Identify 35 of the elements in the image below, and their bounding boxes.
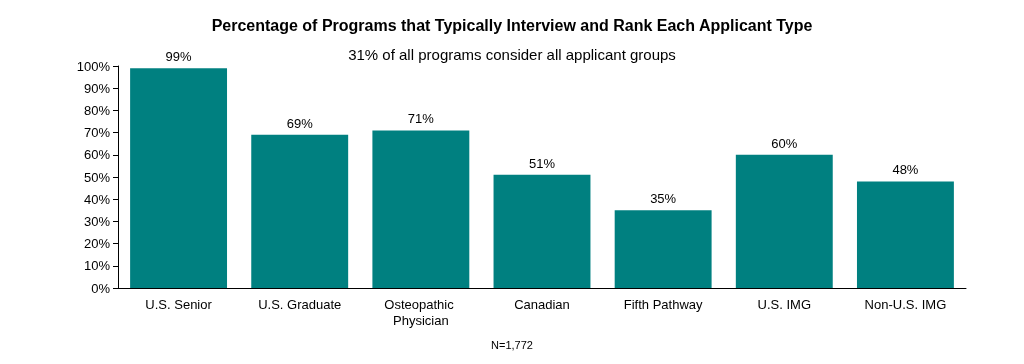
text: N=1,772 <box>491 338 533 351</box>
y-tick-label: 80% <box>83 102 111 118</box>
data-label: 60% <box>771 135 798 151</box>
bar <box>251 134 349 288</box>
bar <box>130 68 228 288</box>
x-tick-label: U.S. IMG <box>757 296 812 312</box>
y-tick-label: 30% <box>83 213 111 229</box>
data-label: 51% <box>528 155 556 171</box>
data-label: 71% <box>407 111 435 127</box>
bar <box>372 130 470 288</box>
bar <box>493 174 591 288</box>
y-tick-label: 40% <box>83 191 111 207</box>
x-tick-label: Osteopathic Physician <box>384 296 458 328</box>
bar <box>614 210 712 288</box>
y-tick-label: 50% <box>83 169 111 185</box>
data-label: 35% <box>650 191 677 207</box>
x-tick-label: Fifth Pathway <box>623 296 704 312</box>
y-tick-label: 100% <box>76 58 111 74</box>
data-label: 99% <box>165 49 193 65</box>
y-tick-label: 20% <box>83 236 111 252</box>
y-tick-label: 70% <box>83 125 111 141</box>
bar <box>735 154 833 288</box>
chart-subtitle: 31% of all programs consider all applicant groups <box>348 46 676 63</box>
x-tick-label: Non-U.S. IMG <box>864 296 947 312</box>
chart-title: Percentage of Programs that Typically Interview and Rank Each Applicant Type <box>211 16 813 34</box>
data-label: 48% <box>892 162 919 178</box>
x-tick-label: U.S. Senior <box>145 296 213 312</box>
x-tick-label: Canadian <box>514 296 570 312</box>
bar <box>856 181 954 288</box>
data-label: 69% <box>286 115 314 131</box>
x-tick-label: U.S. Graduate <box>258 296 342 312</box>
y-tick-label: 0% <box>91 280 111 296</box>
y-tick-label: 60% <box>83 147 111 163</box>
y-tick-label: 90% <box>83 80 111 96</box>
y-tick-label: 10% <box>83 258 111 274</box>
